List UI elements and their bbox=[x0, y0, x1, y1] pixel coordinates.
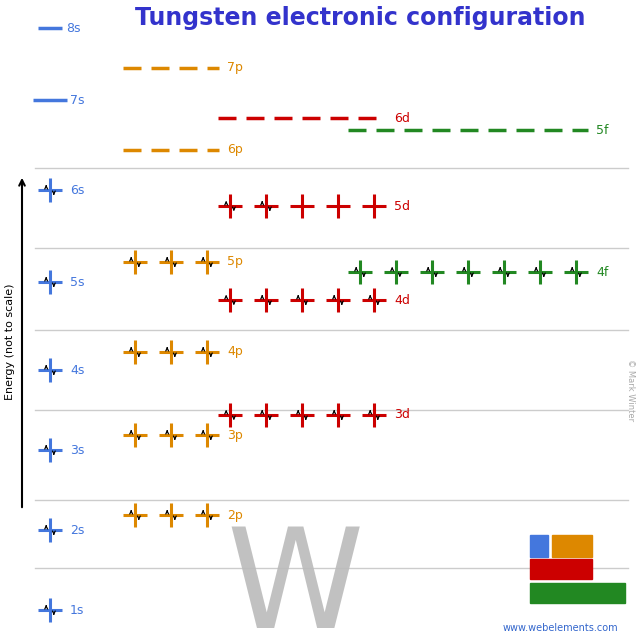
Text: 7s: 7s bbox=[70, 93, 84, 106]
Text: 2s: 2s bbox=[70, 524, 84, 536]
Text: 6s: 6s bbox=[70, 184, 84, 196]
Text: 5p: 5p bbox=[227, 255, 243, 269]
Text: 2p: 2p bbox=[227, 509, 243, 522]
Text: 6p: 6p bbox=[227, 143, 243, 157]
Text: 3p: 3p bbox=[227, 429, 243, 442]
Text: 1s: 1s bbox=[70, 604, 84, 616]
Text: W: W bbox=[227, 522, 364, 640]
Text: 5f: 5f bbox=[596, 124, 609, 136]
Bar bbox=[530, 535, 548, 557]
Text: www.webelements.com: www.webelements.com bbox=[502, 623, 618, 633]
Text: 5d: 5d bbox=[394, 200, 410, 212]
Bar bbox=[552, 535, 592, 557]
Bar bbox=[530, 583, 625, 603]
Text: 4d: 4d bbox=[394, 294, 410, 307]
Bar bbox=[530, 559, 592, 579]
Text: © Mark Winter: © Mark Winter bbox=[625, 359, 634, 421]
Text: 4p: 4p bbox=[227, 346, 243, 358]
Text: 8s: 8s bbox=[66, 22, 81, 35]
Text: 3d: 3d bbox=[394, 408, 410, 422]
Text: 4s: 4s bbox=[70, 364, 84, 376]
Text: Energy (not to scale): Energy (not to scale) bbox=[5, 284, 15, 400]
Text: 4f: 4f bbox=[596, 266, 609, 278]
Text: 6d: 6d bbox=[394, 111, 410, 125]
Text: Tungsten electronic configuration: Tungsten electronic configuration bbox=[135, 6, 585, 30]
Text: 7p: 7p bbox=[227, 61, 243, 74]
Text: 5s: 5s bbox=[70, 275, 84, 289]
Text: 3s: 3s bbox=[70, 444, 84, 456]
